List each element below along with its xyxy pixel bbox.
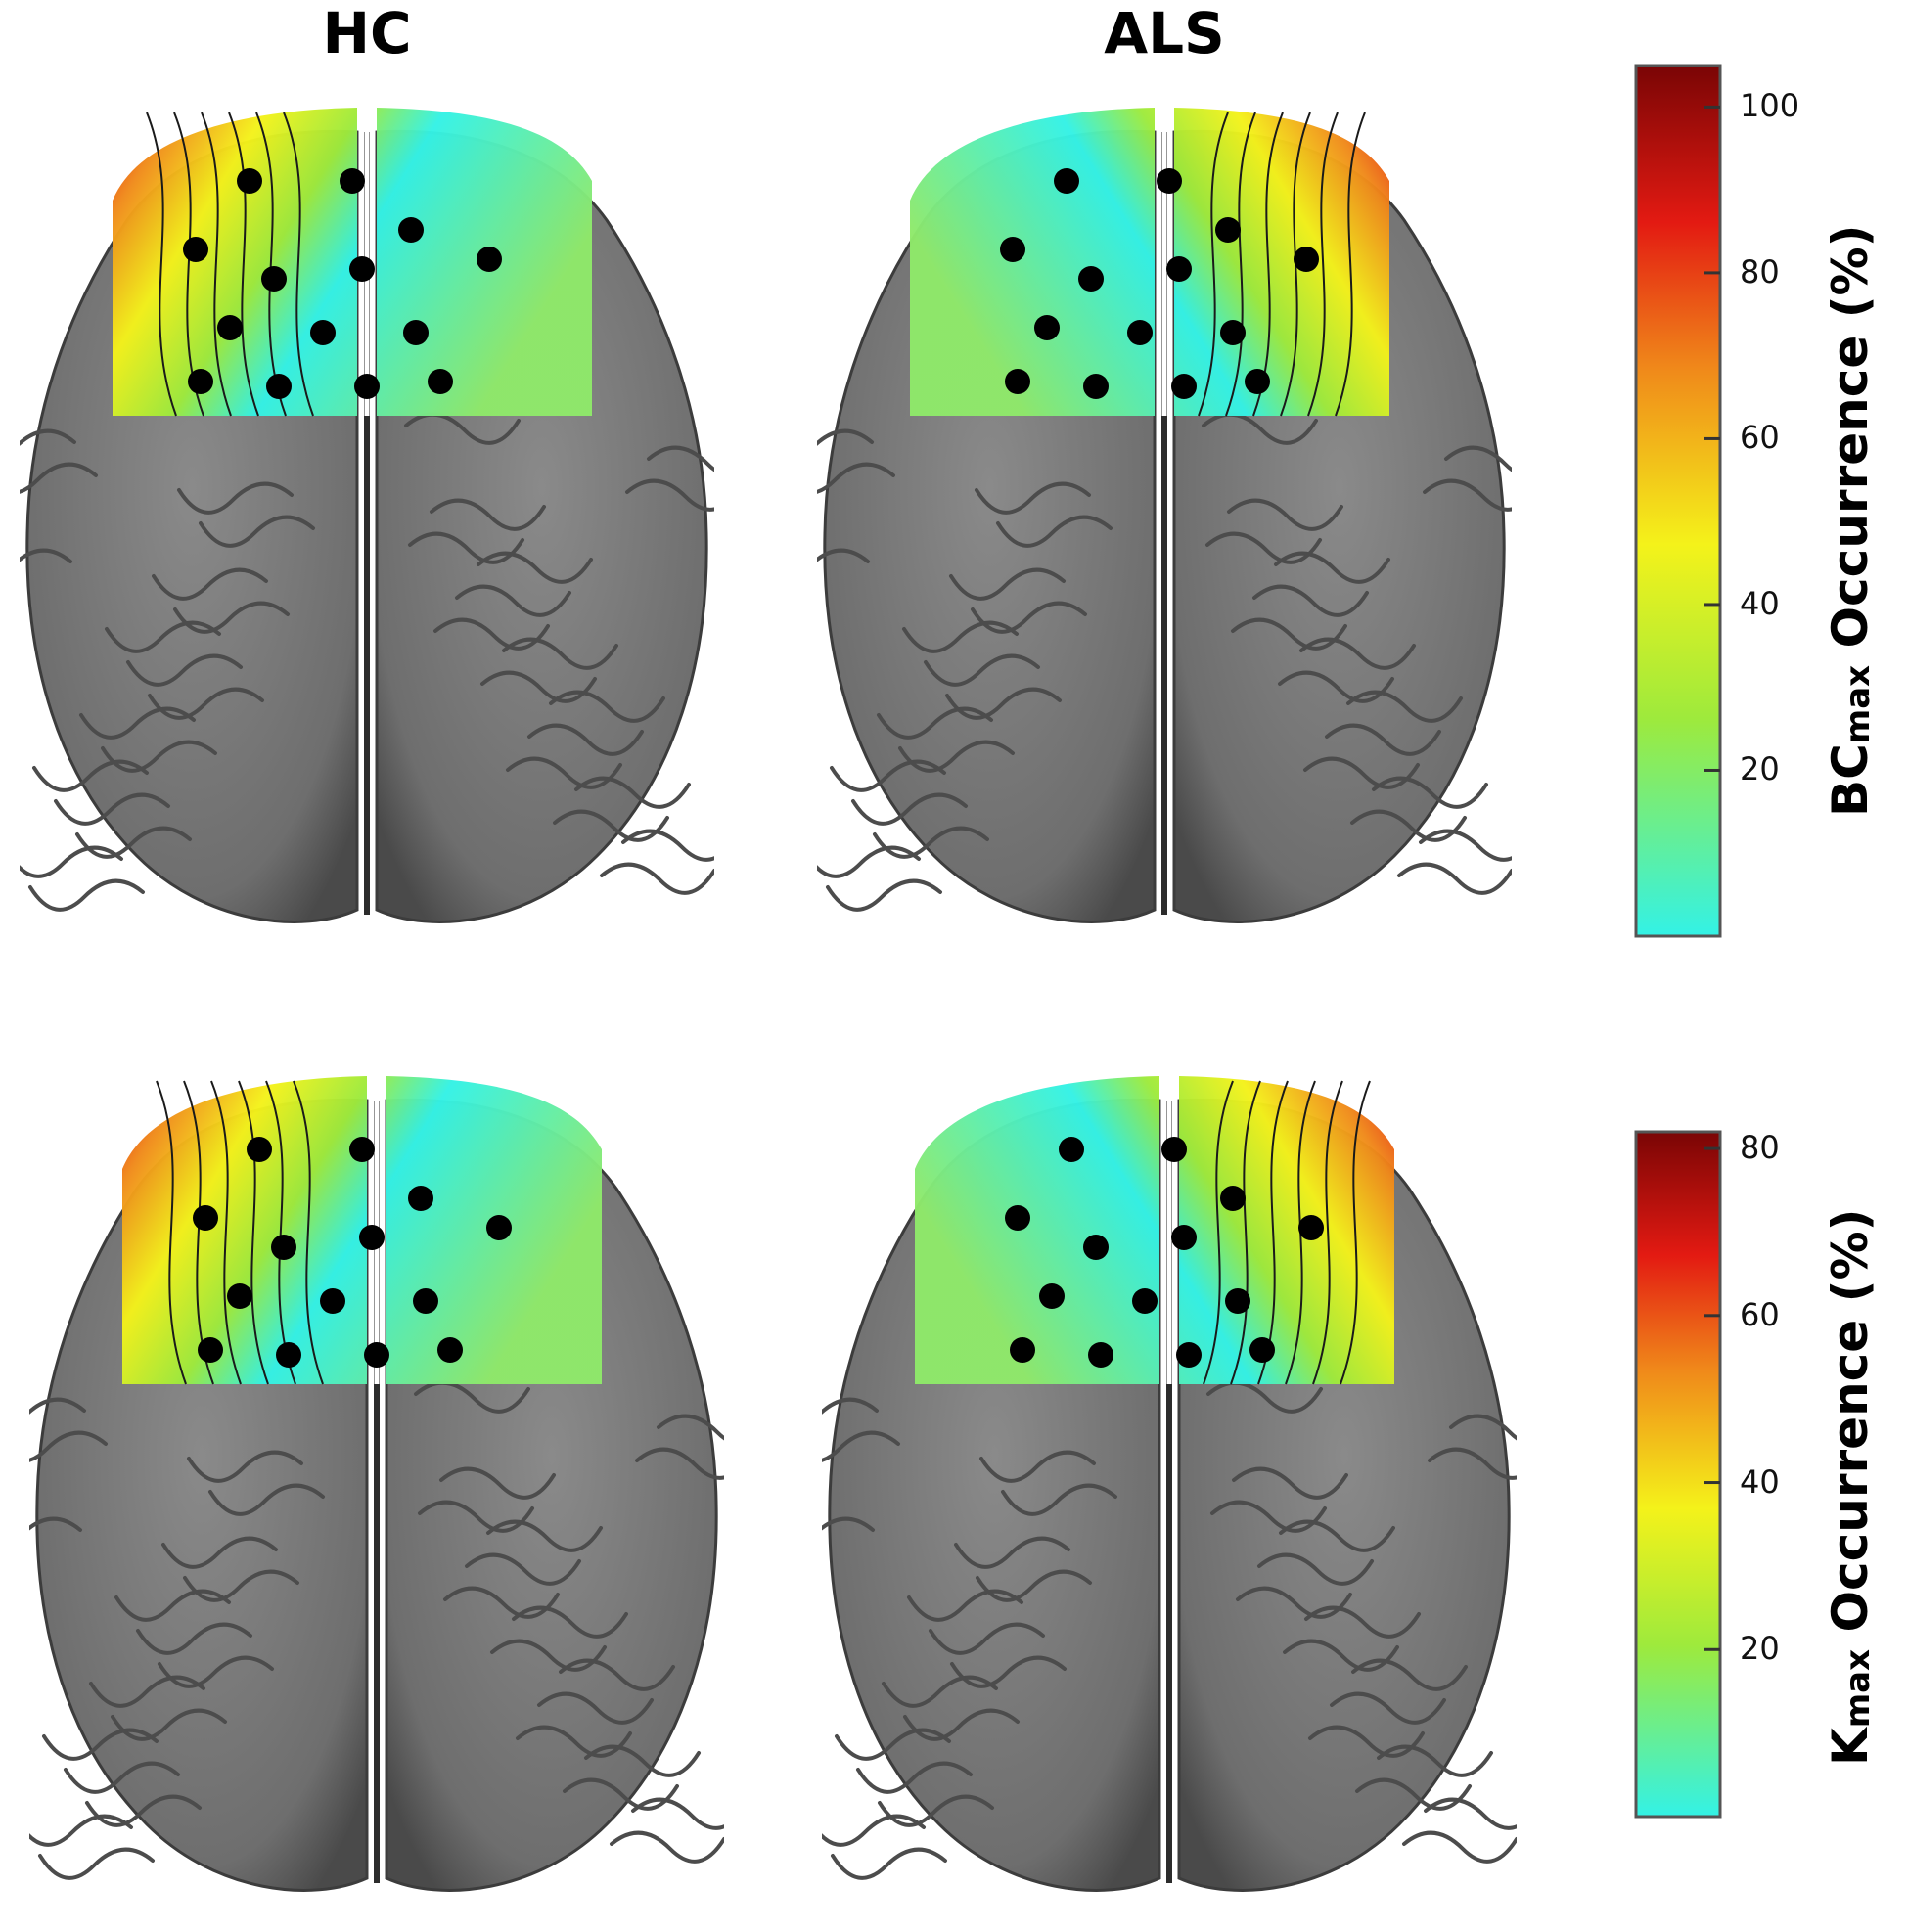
electrode xyxy=(1298,1215,1324,1240)
colorbar-tick-label: 60 xyxy=(1740,419,1780,457)
electrode xyxy=(247,1137,272,1162)
electrode xyxy=(217,315,243,340)
electrode xyxy=(1054,168,1079,194)
electrode xyxy=(486,1215,512,1240)
electrode xyxy=(276,1342,301,1368)
electrode xyxy=(437,1337,463,1363)
electrode-sites xyxy=(1000,168,1319,399)
electrode xyxy=(1039,1283,1065,1309)
colorbar-tick-label: 40 xyxy=(1740,584,1780,622)
electrode xyxy=(183,237,208,262)
electrode xyxy=(413,1288,438,1314)
electrode xyxy=(1171,1225,1197,1250)
colorbar-k-title: Kmax Occurrence (%) xyxy=(1822,1208,1879,1766)
electrode xyxy=(1127,320,1153,345)
brain-map-als-bc xyxy=(817,108,1512,923)
electrode xyxy=(1166,256,1192,282)
column-title-hc: HC xyxy=(322,0,412,67)
colorbar-k: 80 60 40 20 xyxy=(1634,1129,1780,1824)
brain-map-hc-bc xyxy=(20,108,714,923)
electrode xyxy=(1000,237,1025,262)
colorbar-tick-label: 60 xyxy=(1740,1295,1780,1333)
electrode xyxy=(408,1186,433,1211)
colorbar-bc-gradient xyxy=(1634,64,1722,938)
electrode xyxy=(1157,168,1182,194)
gyri-pattern xyxy=(29,1380,724,1880)
electrode xyxy=(237,168,262,194)
electrode xyxy=(188,369,213,394)
electrode xyxy=(310,320,336,345)
electrode xyxy=(198,1337,223,1363)
electrode xyxy=(1034,315,1060,340)
gyri-pattern xyxy=(20,412,714,912)
electrode xyxy=(1005,1205,1030,1231)
electrode xyxy=(1215,217,1241,243)
gyri-pattern xyxy=(817,412,1512,912)
brain-map-hc-k xyxy=(29,1076,724,1892)
electrode xyxy=(1176,1342,1202,1368)
colorbar-bc-title: BCmax Occurrence (%) xyxy=(1822,224,1879,818)
electrode xyxy=(359,1225,385,1250)
electrode xyxy=(1220,320,1246,345)
electrode xyxy=(1171,374,1197,399)
electrode xyxy=(1225,1288,1250,1314)
electrode xyxy=(403,320,429,345)
electrode xyxy=(1083,374,1109,399)
colorbar-tick-label: 100 xyxy=(1740,87,1800,125)
electrode xyxy=(1220,1186,1246,1211)
electrode xyxy=(1161,1137,1187,1162)
colorbar-bc: 100 80 60 40 20 xyxy=(1634,64,1799,944)
electrode xyxy=(271,1235,296,1260)
electrode xyxy=(398,217,424,243)
brain-map-als-k xyxy=(822,1076,1517,1892)
electrode-sites xyxy=(193,1137,512,1368)
electrode xyxy=(1294,247,1319,272)
electrode xyxy=(354,374,380,399)
electrode xyxy=(340,168,365,194)
colorbar-tick-label: 80 xyxy=(1740,1129,1780,1167)
column-title-als: ALS xyxy=(1104,0,1225,67)
colorbar-tick-label: 20 xyxy=(1740,1630,1780,1668)
electrode xyxy=(1078,266,1104,292)
electrode xyxy=(1249,1337,1275,1363)
electrode xyxy=(266,374,292,399)
electrode xyxy=(364,1342,389,1368)
electrode xyxy=(428,369,453,394)
electrode xyxy=(193,1205,218,1231)
colorbar-tick-label: 40 xyxy=(1740,1462,1780,1501)
electrode xyxy=(477,247,502,272)
electrode-sites xyxy=(183,168,502,399)
electrode xyxy=(1083,1235,1109,1260)
electrode xyxy=(1088,1342,1113,1368)
electrode xyxy=(227,1283,252,1309)
electrode-sites xyxy=(1005,1137,1324,1368)
electrode xyxy=(1132,1288,1158,1314)
electrode xyxy=(1005,369,1030,394)
gyri-pattern xyxy=(822,1380,1517,1880)
electrode xyxy=(349,1137,375,1162)
electrode xyxy=(1010,1337,1035,1363)
electrode xyxy=(1245,369,1270,394)
contour-lines xyxy=(156,1080,324,1385)
electrode xyxy=(349,256,375,282)
colorbar-tick-label: 80 xyxy=(1740,252,1780,291)
electrode xyxy=(1059,1137,1084,1162)
electrode xyxy=(320,1288,345,1314)
colorbar-k-gradient xyxy=(1634,1130,1722,1819)
colorbar-tick-label: 20 xyxy=(1740,750,1780,788)
electrode xyxy=(261,266,287,292)
